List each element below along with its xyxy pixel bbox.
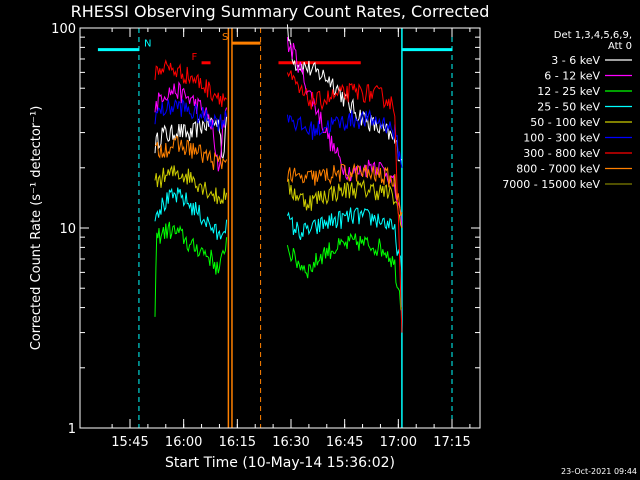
x-tick-label: 17:15 xyxy=(433,435,470,450)
annotation-label-n: N xyxy=(144,39,151,50)
legend-entry-label: 6 - 12 keV xyxy=(544,70,600,83)
series-line-100-300-kev xyxy=(154,98,228,132)
y-axis-label: Corrected Count Rate (s⁻¹ detector⁻¹) xyxy=(29,106,44,351)
series-line-25-50-kev xyxy=(286,207,403,273)
series-line-12-25-kev xyxy=(286,232,403,311)
annotations: N F S xyxy=(97,28,453,428)
legend-entry-label: 100 - 300 keV xyxy=(523,132,600,145)
series-line-3-6-kev xyxy=(154,114,228,160)
y-tick-label: 10 xyxy=(59,222,76,237)
x-tick-label: 16:30 xyxy=(272,435,309,450)
series-line-300-800-kev xyxy=(154,59,227,107)
x-tick-label: 16:15 xyxy=(219,435,256,450)
series-line-50-100-kev xyxy=(287,178,403,229)
legend-entry-label: 300 - 800 keV xyxy=(523,147,600,160)
series-line-300-800-kev xyxy=(286,70,403,333)
x-tick-label: 17:00 xyxy=(380,435,417,450)
legend-entry-label: 25 - 50 keV xyxy=(537,101,600,114)
y-tick-label: 1 xyxy=(68,422,76,437)
legend-entry-label: 50 - 100 keV xyxy=(530,116,600,129)
series-line-800-7000-kev xyxy=(154,135,228,170)
series-layer xyxy=(154,24,403,333)
y-tick-label: 100 xyxy=(51,22,76,37)
annotation-label-s: S xyxy=(222,32,228,43)
series-line-12-25-kev xyxy=(154,221,228,317)
chart-title: RHESSI Observing Summary Count Rates, Co… xyxy=(71,2,490,21)
legend-entry-label: 7000 - 15000 keV xyxy=(502,178,600,191)
legend-header: Det 1,3,4,5,6,9, xyxy=(554,30,632,41)
legend-entry-label: 3 - 6 keV xyxy=(551,54,600,67)
legend-entry-label: 800 - 7000 keV xyxy=(516,163,600,176)
tick-layer: 1 10 100 15:45 16:00 16:15 16:30 16:45 17:00 17:1… xyxy=(51,22,480,450)
x-tick-label: 16:00 xyxy=(165,435,202,450)
series-line-50-100-kev xyxy=(154,165,228,205)
legend-header: Att 0 xyxy=(608,41,632,52)
annotation-label-f: F xyxy=(192,52,198,63)
series-line-800-7000-kev xyxy=(286,162,403,217)
series-line-25-50-kev xyxy=(154,187,228,240)
legend-entry-label: 12 - 25 keV xyxy=(537,85,600,98)
timestamp: 23-Oct-2021 09:44 xyxy=(561,467,637,476)
x-tick-label: 16:45 xyxy=(326,435,363,450)
x-axis-label: Start Time (10-May-14 15:36:02) xyxy=(165,455,395,471)
legend: Det 1,3,4,5,6,9,Att 0 3 - 6 keV 6 - 12 keV… xyxy=(502,30,632,191)
x-tick-label: 15:45 xyxy=(111,435,148,450)
series-line-6-12-kev xyxy=(154,81,228,172)
series-line-100-300-kev xyxy=(286,109,403,168)
